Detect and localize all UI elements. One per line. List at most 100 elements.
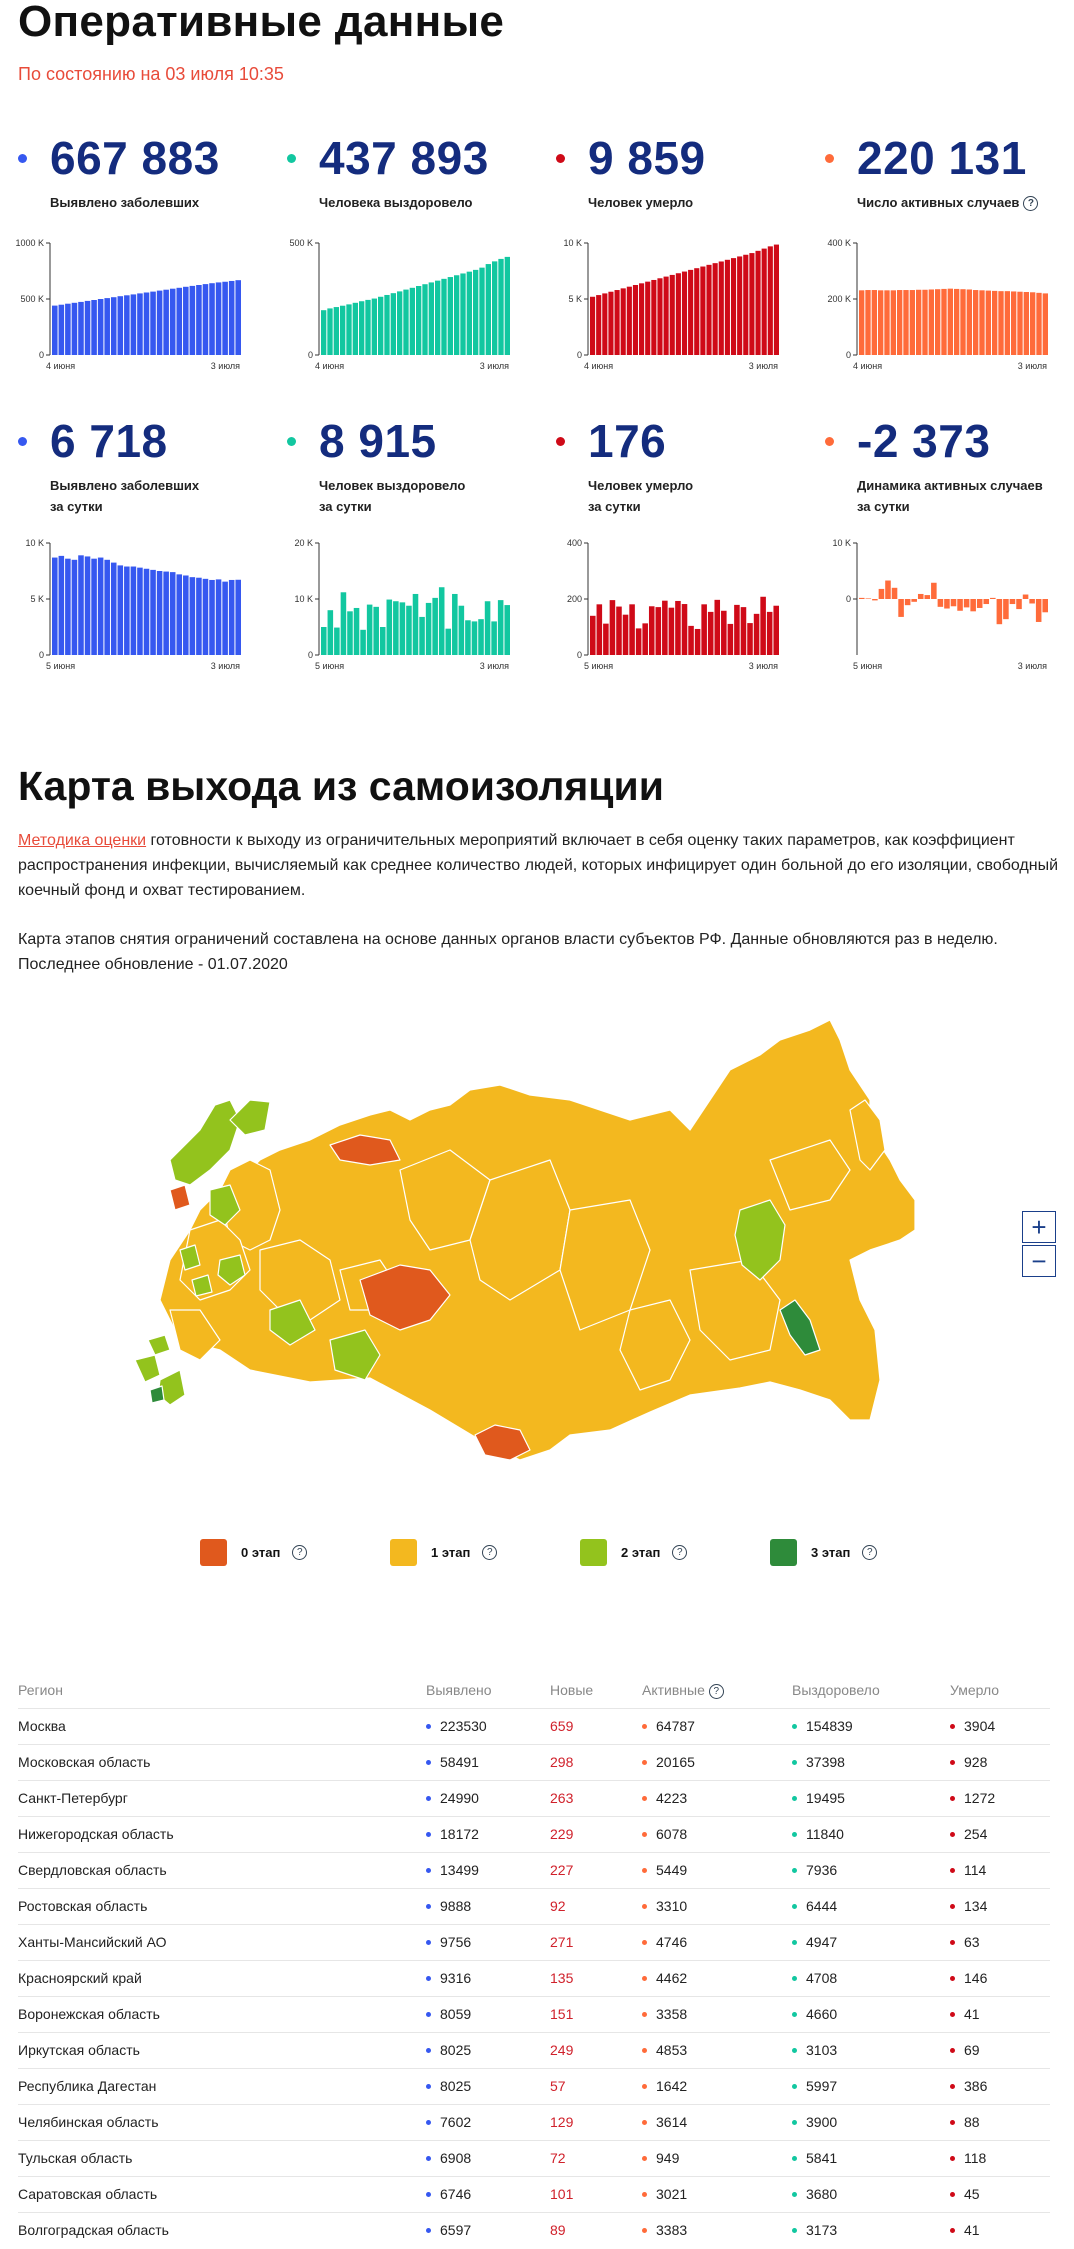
cell-active: 3358 xyxy=(642,1997,687,2032)
bar xyxy=(657,278,663,355)
cell-region-value: Московская область xyxy=(18,1754,151,1770)
question-icon[interactable]: ? xyxy=(672,1544,688,1560)
cell-new: 151 xyxy=(550,1997,573,2032)
series-dot xyxy=(426,2228,431,2233)
y-tick-label: 400 K xyxy=(827,238,851,248)
table-row[interactable]: Ханты-Мансийский АО 9756 271 4746 4947 63 xyxy=(18,1924,1050,1960)
col-header-new[interactable]: Новые xyxy=(550,1682,594,1698)
question-icon[interactable]: ? xyxy=(482,1544,498,1560)
bar xyxy=(84,300,91,355)
table-row[interactable]: Свердловская область 13499 227 5449 7936 114 xyxy=(18,1852,1050,1888)
cell-region: Свердловская область xyxy=(18,1853,167,1888)
table-row[interactable]: Иркутская область 8025 249 4853 3103 69 xyxy=(18,2032,1050,2068)
bar xyxy=(428,282,434,355)
mini-bar-chart: 0 500 K 1000 K 4 июня 3 июля xyxy=(15,238,241,371)
series-dot xyxy=(556,154,565,163)
russia-map[interactable] xyxy=(130,1010,950,1480)
table-row[interactable]: Москва 223530 659 64787 154839 3904 xyxy=(18,1708,1050,1744)
question-icon[interactable]: ? xyxy=(1023,196,1039,211)
bar xyxy=(602,293,608,355)
table-row[interactable]: Нижегородская область 18172 229 6078 11840 25… xyxy=(18,1816,1050,1852)
bar xyxy=(458,605,465,655)
cell-active-value: 20165 xyxy=(656,1754,695,1770)
bar xyxy=(935,289,941,355)
col-header-recovered[interactable]: Выздоровело xyxy=(792,1682,880,1698)
cell-deaths-value: 928 xyxy=(964,1754,988,1770)
zoom-out-button[interactable]: − xyxy=(1022,1245,1056,1277)
table-row[interactable]: Красноярский край 9316 135 4462 4708 146 xyxy=(18,1960,1050,1996)
bar xyxy=(390,293,396,355)
cell-region-value: Иркутская область xyxy=(18,2042,140,2058)
bar xyxy=(655,607,662,655)
stat-label-line1: Человек умерло xyxy=(588,478,694,493)
cell-active-value: 4223 xyxy=(656,1790,688,1806)
y-tick-label: 200 xyxy=(567,594,582,604)
map-region-stage2-caucasus1 xyxy=(134,1354,161,1383)
cell-region-value: Нижегородская область xyxy=(18,1826,174,1842)
series-dot xyxy=(950,1760,955,1765)
table-row[interactable]: Волгоградская область 6597 89 3383 3173 41 xyxy=(18,2212,1050,2248)
bar xyxy=(150,291,156,355)
table-row[interactable]: Московская область 58491 298 20165 37398 928 xyxy=(18,1744,1050,1780)
series-dot xyxy=(642,1940,647,1945)
cell-recovered-value: 7936 xyxy=(806,1862,838,1878)
stat-label-line1: Динамика активных случаев xyxy=(857,478,1043,493)
stat-value: -2 373 xyxy=(857,415,991,467)
cell-deaths-value: 114 xyxy=(964,1862,987,1878)
cell-confirmed-value: 7602 xyxy=(440,2114,472,2130)
series-dot xyxy=(792,1760,797,1765)
cell-new: 129 xyxy=(550,2105,573,2140)
table-row[interactable]: Республика Дагестан 8025 57 1642 5997 386 xyxy=(18,2068,1050,2104)
cell-deaths: 88 xyxy=(950,2105,980,2140)
methodology-link[interactable]: Методика оценки xyxy=(18,832,147,849)
bar xyxy=(663,276,669,355)
cell-deaths: 386 xyxy=(950,2069,987,2104)
table-row[interactable]: Челябинская область 7602 129 3614 3900 88 xyxy=(18,2104,1050,2140)
question-icon[interactable]: ? xyxy=(862,1544,878,1560)
zoom-in-button[interactable]: + xyxy=(1022,1211,1056,1243)
bar xyxy=(222,581,228,655)
series-dot xyxy=(642,2156,647,2161)
bar xyxy=(590,615,596,655)
cell-recovered: 3103 xyxy=(792,2033,837,2068)
y-tick-label: 1000 K xyxy=(15,238,44,248)
question-icon[interactable]: ? xyxy=(292,1544,308,1560)
col-header-region[interactable]: Регион xyxy=(18,1682,63,1698)
cell-confirmed-value: 6908 xyxy=(440,2150,472,2166)
bar xyxy=(960,289,966,355)
series-dot xyxy=(426,1724,431,1729)
mini-bar-chart: 0 200 400 5 июня 3 июля xyxy=(567,538,779,671)
mini-bar-chart: 0 5 K 10 K 5 июня 3 июля xyxy=(25,538,241,671)
bar xyxy=(753,613,760,655)
question-icon[interactable]: ? xyxy=(708,1684,724,1699)
cell-region: Саратовская область xyxy=(18,2177,157,2212)
cell-deaths: 254 xyxy=(950,1817,987,1852)
cell-deaths-value: 45 xyxy=(964,2186,980,2202)
bar xyxy=(897,290,903,355)
cell-recovered-value: 37398 xyxy=(806,1754,845,1770)
table-row[interactable]: Ростовская область 9888 92 3310 6444 134 xyxy=(18,1888,1050,1924)
bar xyxy=(734,604,740,655)
cell-new-value: 659 xyxy=(550,1718,574,1734)
table-row[interactable]: Воронежская область 8059 151 3358 4660 41 xyxy=(18,1996,1050,2032)
col-header-deaths[interactable]: Умерло xyxy=(950,1682,1000,1698)
cell-confirmed-value: 24990 xyxy=(440,1790,479,1806)
bar xyxy=(104,559,110,655)
bar xyxy=(916,289,922,355)
table-row[interactable]: Саратовская область 6746 101 3021 3680 45 xyxy=(18,2176,1050,2212)
cell-recovered-value: 4947 xyxy=(806,1934,838,1950)
col-header-confirmed[interactable]: Выявлено xyxy=(426,1682,492,1698)
cell-region: Санкт-Петербург xyxy=(18,1781,128,1816)
series-dot xyxy=(642,1760,647,1765)
cell-active-value: 3310 xyxy=(656,1898,688,1914)
x-end-label: 3 июля xyxy=(480,661,509,671)
bar xyxy=(228,579,235,655)
cell-region-value: Свердловская область xyxy=(18,1862,167,1878)
map-region-stage1-volga xyxy=(259,1239,341,1321)
cell-recovered-value: 3900 xyxy=(806,2114,838,2130)
table-row[interactable]: Тульская область 6908 72 949 5841 118 xyxy=(18,2140,1050,2176)
table-row[interactable]: Санкт-Петербург 24990 263 4223 19495 1272 xyxy=(18,1780,1050,1816)
col-header-active[interactable]: Активные ? xyxy=(642,1672,724,1708)
stat-label: Выявлено заболевших за сутки xyxy=(50,475,260,517)
bar xyxy=(998,291,1004,355)
